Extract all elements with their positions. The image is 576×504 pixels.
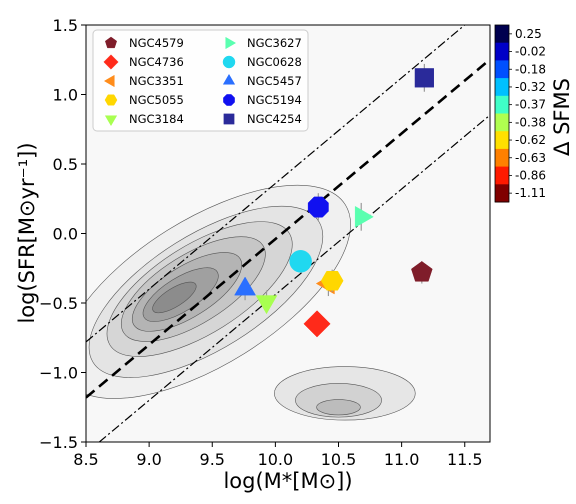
- legend-marker-ngc3351: [103, 74, 115, 88]
- x-axis-label: log(M*[M⊙]): [223, 469, 352, 493]
- main-sequence-lower-line: [98, 114, 490, 442]
- legend-marker-ngc5457: [222, 73, 236, 85]
- x-tick-label: 11.0: [384, 450, 420, 469]
- legend-label: NGC3351: [129, 74, 184, 88]
- data-point-ngc4579: [411, 261, 433, 282]
- data-point-ngc5194: [307, 196, 329, 218]
- data-point-ngc5055: [320, 270, 344, 291]
- density-contour-level: [152, 281, 197, 314]
- legend-marker-ngc3184: [104, 115, 118, 127]
- colorbar-segment: [495, 131, 509, 150]
- colorbar-tick-label: -0.38: [515, 115, 546, 129]
- data-point-ngc3184: [255, 295, 278, 315]
- data-point-ngc4736: [303, 310, 331, 338]
- colorbar-segment: [495, 95, 509, 114]
- colorbar-tick-label: -0.63: [515, 151, 546, 165]
- colorbar-label: Δ SFMS: [550, 78, 574, 156]
- colorbar-segment: [495, 78, 509, 97]
- legend-label: NGC5055: [129, 93, 184, 107]
- colorbar-tick-label: -1.11: [515, 186, 546, 200]
- y-tick-label: 1.5: [53, 16, 78, 35]
- colorbar-tick-label: -0.32: [515, 80, 546, 94]
- colorbar-segment: [495, 60, 509, 79]
- legend: NGC4579 NGC4736 NGC3351 NGC5055 NGC3184 NGC36…: [92, 29, 309, 132]
- legend-marker-ngc5194: [223, 94, 235, 106]
- x-tick-label: 8.5: [73, 450, 98, 469]
- colorbar-tick-label: -0.62: [515, 133, 546, 147]
- colorbar-tick-label: 0.25: [515, 27, 542, 41]
- legend-label: NGC5457: [247, 74, 302, 88]
- legend-box: [92, 29, 309, 132]
- legend-marker-ngc4254: [223, 113, 235, 125]
- y-tick-label: 1.0: [53, 86, 78, 105]
- main-sequence-line: [86, 58, 490, 399]
- legend-label: NGC4254: [247, 112, 302, 126]
- density-contour-level: [316, 399, 361, 416]
- legend-marker-ngc4579: [104, 36, 118, 49]
- colorbar: 0.25 -0.02 -0.18 -0.32 -0.37 -0.38 -0.62 -0.63 -…: [494, 24, 546, 203]
- colorbar-segment: [495, 25, 509, 44]
- y-tick-label: 0.5: [53, 155, 78, 174]
- colorbar-segment: [495, 184, 509, 203]
- legend-marker-ngc0628: [222, 55, 236, 69]
- density-contours: [86, 184, 416, 421]
- colorbar-tick-label: -0.18: [515, 62, 546, 76]
- x-tick-label: 10.5: [321, 450, 357, 469]
- y-axis-label: log(SFR[M⊙yr⁻¹]): [15, 142, 39, 323]
- y-tick-label: 0.0: [53, 225, 78, 244]
- data-point-ngc3627: [354, 205, 374, 228]
- data-point-ngc4254: [414, 68, 434, 88]
- colorbar-frame: [494, 24, 510, 203]
- y-tick-label: −0.5: [39, 294, 78, 313]
- data-point-ngc5457: [234, 276, 256, 296]
- legend-marker-ngc3627: [225, 36, 237, 50]
- data-points: [234, 63, 434, 338]
- main-sequence-upper-line: [86, 25, 466, 343]
- legend-label: NGC0628: [247, 55, 302, 69]
- legend-label: NGC3627: [247, 36, 302, 50]
- y-tick-label: −1.0: [39, 364, 78, 383]
- colorbar-segment: [495, 42, 509, 61]
- legend-marker-ngc5055: [104, 94, 118, 106]
- colorbar-segment: [495, 148, 509, 168]
- x-tick-label: 11.5: [447, 450, 483, 469]
- x-ticks: 8.5 9.0 9.5 10.0 10.5 11.0 11.5: [73, 442, 483, 469]
- legend-label: NGC4736: [129, 55, 184, 69]
- main-sequence-lines: [86, 25, 490, 442]
- legend-label: NGC5194: [247, 93, 302, 107]
- legend-label: NGC4579: [129, 36, 184, 50]
- colorbar-tick-label: -0.02: [515, 45, 546, 59]
- colorbar-segment: [495, 113, 509, 132]
- x-tick-label: 9.0: [136, 450, 161, 469]
- legend-label: NGC3184: [129, 112, 184, 126]
- y-ticks: −1.5 −1.0 −0.5 0.0 0.5 1.0 1.5: [39, 16, 86, 452]
- colorbar-tick-label: -0.37: [515, 98, 546, 112]
- x-tick-label: 10.0: [258, 450, 294, 469]
- colorbar-segment: [495, 166, 509, 185]
- data-point-ngc0628: [289, 250, 312, 273]
- colorbar-tick-label: -0.86: [515, 168, 546, 182]
- legend-marker-ngc4736: [103, 54, 119, 70]
- y-tick-label: −1.5: [39, 433, 78, 452]
- x-tick-label: 9.5: [200, 450, 225, 469]
